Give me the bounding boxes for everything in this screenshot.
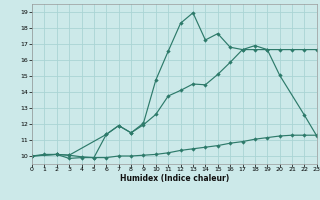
X-axis label: Humidex (Indice chaleur): Humidex (Indice chaleur) [120,174,229,183]
